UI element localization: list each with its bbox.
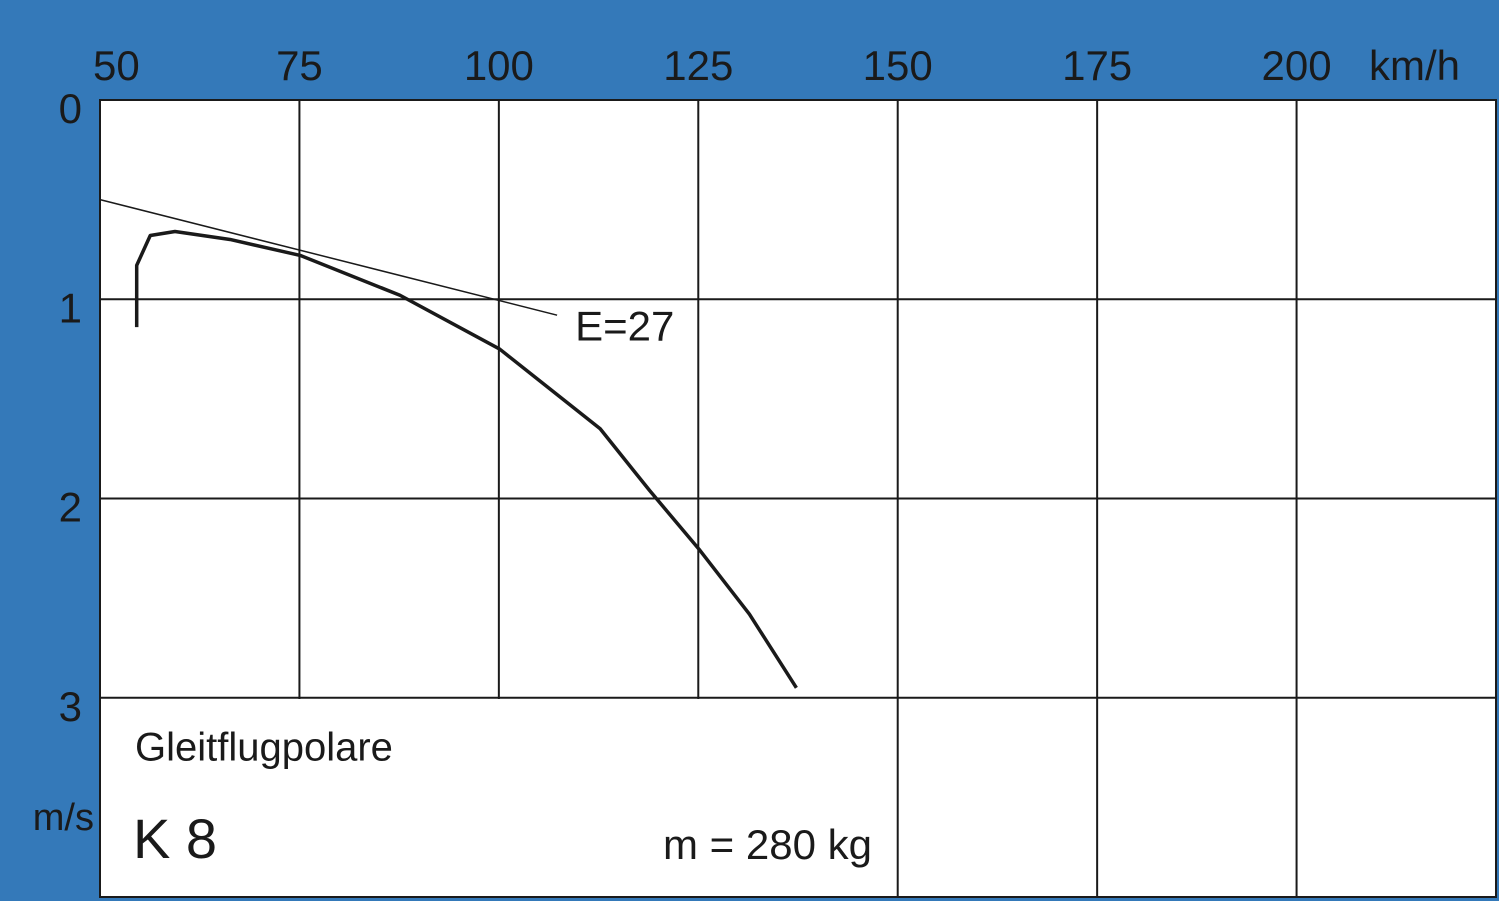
x-tick-label: 50 [93,42,140,89]
x-tick-label: 100 [464,42,534,89]
info-box [101,699,896,896]
y-tick-label: 1 [59,284,82,331]
glide-ratio-line [99,198,558,316]
x-tick-label: 150 [863,42,933,89]
y-tick-label: 2 [59,484,82,531]
y-unit: m/s [33,797,94,839]
line-label: E=27 [575,302,674,349]
chart-subtitle: m = 280 kg [663,821,872,868]
chart-title: K 8 [133,807,217,870]
y-tick-label: 0 [59,85,82,132]
y-tick-label: 3 [59,683,82,730]
x-tick-label: 125 [663,42,733,89]
polar-curve [134,229,798,689]
x-tick-label: 175 [1062,42,1132,89]
x-tick-label: 75 [276,42,323,89]
x-unit: km/h [1369,42,1460,89]
x-tick-label: 200 [1262,42,1332,89]
series-name: Gleitflugpolare [135,726,393,770]
